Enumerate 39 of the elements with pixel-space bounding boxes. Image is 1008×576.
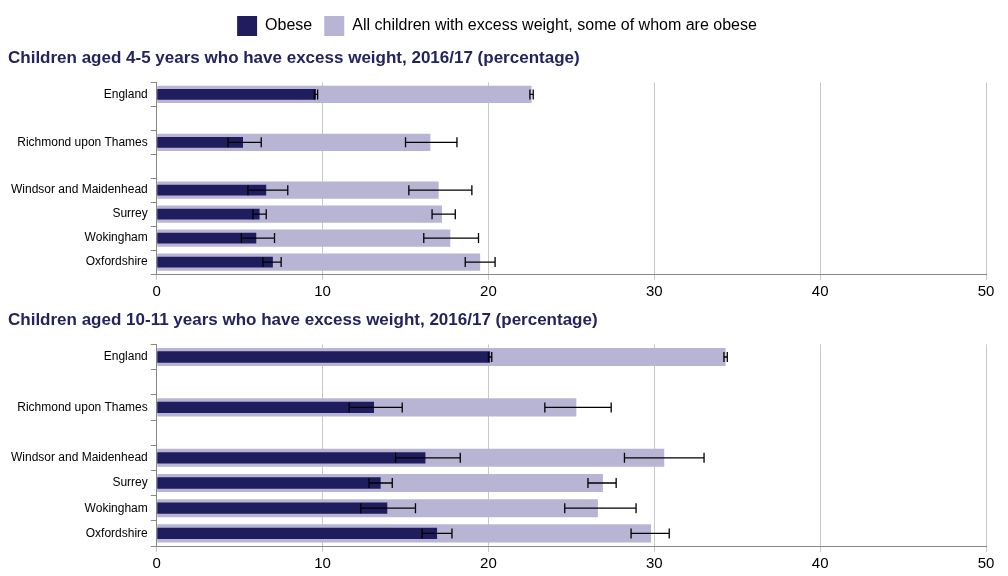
bar bbox=[157, 208, 260, 220]
bar bbox=[157, 88, 316, 100]
chart-title: Children aged 4-5 years who have excess weight, 2016/17 (percentage) bbox=[8, 47, 580, 67]
x-tick-label: 40 bbox=[811, 282, 829, 300]
legend-label: All children with excess weight, some of whom are obese bbox=[352, 16, 757, 34]
bar bbox=[157, 136, 243, 148]
y-tick-label: Windsor and Maidenhead bbox=[10, 450, 148, 465]
x-tick-label: 40 bbox=[811, 554, 829, 572]
x-tick-label: 20 bbox=[480, 554, 497, 572]
y-tick-label: Richmond upon Thames bbox=[17, 134, 148, 149]
bar bbox=[157, 184, 267, 196]
y-tick-label: Surrey bbox=[112, 206, 148, 221]
bar bbox=[157, 452, 426, 464]
y-tick-label: Windsor and Maidenhead bbox=[10, 182, 148, 197]
x-tick-label: 0 bbox=[152, 282, 161, 300]
y-tick-label: Wokingham bbox=[84, 230, 148, 245]
chart-title: Children aged 10-11 years who have excess weight, 2016/17 (percentage) bbox=[8, 309, 598, 329]
bar bbox=[157, 256, 273, 268]
x-tick-label: 50 bbox=[977, 554, 995, 572]
bar bbox=[157, 351, 491, 363]
x-tick-label: 20 bbox=[480, 282, 497, 300]
bar bbox=[157, 477, 381, 489]
legend-label: Obese bbox=[265, 16, 313, 34]
bar bbox=[157, 401, 375, 414]
x-tick-label: 30 bbox=[645, 554, 663, 572]
y-tick-label: Wokingham bbox=[84, 500, 148, 515]
bar bbox=[157, 527, 438, 540]
x-tick-label: 10 bbox=[314, 282, 331, 300]
x-tick-label: 10 bbox=[314, 554, 331, 572]
x-tick-label: 0 bbox=[152, 554, 161, 572]
x-tick-label: 50 bbox=[977, 282, 995, 300]
y-tick-label: England bbox=[103, 349, 148, 364]
bar bbox=[157, 502, 388, 514]
y-tick-label: Oxfordshire bbox=[85, 254, 149, 269]
y-tick-label: Surrey bbox=[112, 475, 148, 490]
y-tick-label: Richmond upon Thames bbox=[17, 399, 148, 414]
x-tick-label: 30 bbox=[645, 282, 663, 300]
y-tick-label: Oxfordshire bbox=[85, 525, 149, 540]
y-tick-label: England bbox=[103, 86, 148, 101]
